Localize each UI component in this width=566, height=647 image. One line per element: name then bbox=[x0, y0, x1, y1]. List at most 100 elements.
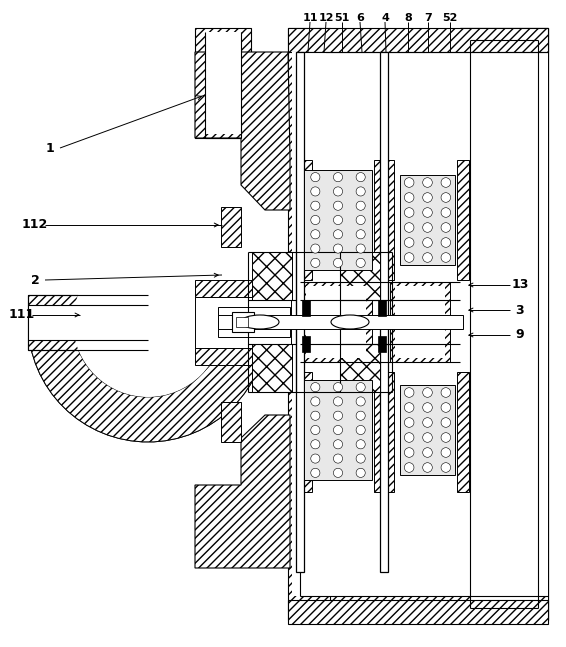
Circle shape bbox=[311, 397, 320, 406]
Circle shape bbox=[404, 223, 414, 232]
Bar bbox=[395, 286, 445, 358]
Bar bbox=[457, 160, 469, 280]
Circle shape bbox=[423, 402, 432, 412]
Circle shape bbox=[333, 215, 342, 225]
Circle shape bbox=[311, 201, 320, 210]
Circle shape bbox=[423, 237, 432, 247]
Bar bbox=[288, 600, 548, 624]
Bar bbox=[302, 300, 310, 316]
Bar bbox=[195, 280, 291, 297]
Bar bbox=[28, 305, 148, 340]
Circle shape bbox=[311, 411, 320, 421]
Circle shape bbox=[404, 237, 414, 247]
Bar bbox=[304, 170, 372, 270]
Circle shape bbox=[356, 426, 365, 435]
Circle shape bbox=[423, 388, 432, 397]
Circle shape bbox=[441, 178, 451, 187]
Bar bbox=[252, 344, 292, 392]
Text: 6: 6 bbox=[356, 13, 364, 23]
Circle shape bbox=[356, 468, 365, 477]
Text: 13: 13 bbox=[511, 278, 529, 292]
Circle shape bbox=[441, 223, 451, 232]
Circle shape bbox=[423, 253, 432, 262]
Bar bbox=[300, 160, 312, 280]
Circle shape bbox=[423, 448, 432, 457]
Circle shape bbox=[441, 253, 451, 262]
Circle shape bbox=[441, 388, 451, 397]
Circle shape bbox=[311, 468, 320, 477]
Text: 112: 112 bbox=[22, 219, 48, 232]
Circle shape bbox=[404, 402, 414, 412]
Circle shape bbox=[356, 440, 365, 449]
Circle shape bbox=[311, 215, 320, 225]
Circle shape bbox=[423, 208, 432, 217]
Circle shape bbox=[356, 258, 365, 267]
Bar bbox=[306, 286, 366, 358]
Bar bbox=[400, 385, 455, 475]
Bar bbox=[195, 297, 291, 348]
Circle shape bbox=[441, 418, 451, 427]
Bar bbox=[400, 175, 455, 265]
Bar bbox=[288, 28, 330, 620]
Circle shape bbox=[441, 433, 451, 443]
Circle shape bbox=[404, 193, 414, 203]
Circle shape bbox=[404, 463, 414, 472]
Bar bbox=[380, 52, 388, 572]
Bar bbox=[252, 252, 292, 300]
Bar bbox=[232, 312, 254, 332]
Circle shape bbox=[311, 230, 320, 239]
Polygon shape bbox=[29, 334, 267, 442]
Polygon shape bbox=[195, 52, 290, 210]
Circle shape bbox=[423, 418, 432, 427]
Circle shape bbox=[311, 440, 320, 449]
Circle shape bbox=[441, 402, 451, 412]
Circle shape bbox=[333, 426, 342, 435]
Circle shape bbox=[423, 433, 432, 443]
Circle shape bbox=[356, 230, 365, 239]
Circle shape bbox=[356, 454, 365, 463]
Bar bbox=[195, 348, 291, 365]
Circle shape bbox=[333, 382, 342, 391]
Circle shape bbox=[423, 463, 432, 472]
Circle shape bbox=[423, 193, 432, 203]
Bar bbox=[378, 300, 386, 316]
Bar bbox=[218, 315, 463, 329]
Bar bbox=[390, 282, 450, 362]
Bar bbox=[302, 336, 310, 352]
Bar bbox=[300, 52, 548, 596]
Circle shape bbox=[73, 247, 223, 397]
Circle shape bbox=[404, 433, 414, 443]
Polygon shape bbox=[29, 334, 267, 442]
Circle shape bbox=[333, 397, 342, 406]
Ellipse shape bbox=[241, 315, 279, 329]
Text: 12: 12 bbox=[318, 13, 334, 23]
Circle shape bbox=[333, 468, 342, 477]
Circle shape bbox=[404, 418, 414, 427]
Ellipse shape bbox=[331, 315, 369, 329]
Bar bbox=[300, 372, 312, 492]
Circle shape bbox=[441, 237, 451, 247]
Bar bbox=[470, 40, 538, 608]
Text: 4: 4 bbox=[381, 13, 389, 23]
Circle shape bbox=[441, 208, 451, 217]
Circle shape bbox=[423, 223, 432, 232]
Circle shape bbox=[333, 258, 342, 267]
Bar bbox=[218, 307, 290, 337]
Text: 2: 2 bbox=[31, 274, 40, 287]
Bar bbox=[205, 32, 241, 134]
Text: 7: 7 bbox=[424, 13, 432, 23]
Bar bbox=[292, 52, 326, 596]
Bar bbox=[28, 295, 148, 350]
Circle shape bbox=[404, 178, 414, 187]
Bar bbox=[195, 28, 251, 138]
Circle shape bbox=[423, 178, 432, 187]
Circle shape bbox=[356, 173, 365, 182]
Circle shape bbox=[333, 440, 342, 449]
Circle shape bbox=[311, 187, 320, 196]
Bar bbox=[374, 160, 394, 280]
Bar bbox=[236, 317, 248, 327]
Circle shape bbox=[333, 201, 342, 210]
Circle shape bbox=[311, 244, 320, 253]
Text: 3: 3 bbox=[516, 303, 524, 316]
Bar bbox=[374, 372, 394, 492]
